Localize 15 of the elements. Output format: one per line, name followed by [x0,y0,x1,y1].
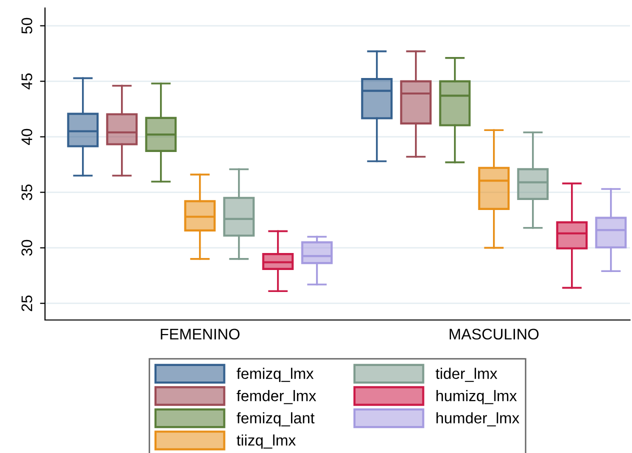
y-tick-label: 45 [22,73,32,90]
legend-label: tiizq_lmx [236,434,296,449]
legend-label: femder_lmx [236,390,316,404]
y-tick-label: 25 [21,295,32,312]
x-tick-label: MASCULINO [450,328,539,340]
legend-label: femizq_lmx [236,368,314,382]
x-tick-label: FEMENINO [160,328,240,340]
y-tick-label: 50 [21,18,32,34]
legend-label: humder_lmx [436,412,520,426]
y-tick-label: 30 [21,240,32,256]
y-tick-label: 40 [21,128,32,145]
legend-label: tider_lmx [436,368,498,382]
legend-label: humizq_lmx [436,390,517,404]
legend-label: femizq_lant [236,412,314,426]
y-tick-label: 35 [21,184,32,200]
